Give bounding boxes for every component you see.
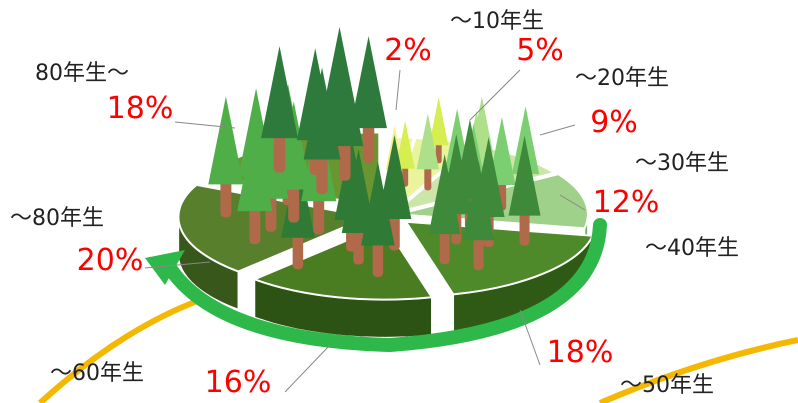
leader-line bbox=[519, 309, 541, 366]
outline-arc bbox=[37, 297, 202, 403]
tree-icon bbox=[350, 36, 387, 163]
tree-icon bbox=[303, 67, 341, 195]
leader-line bbox=[174, 121, 236, 129]
slice-percent-label: 20% bbox=[77, 243, 144, 278]
slice-percent-label: 12% bbox=[593, 185, 660, 220]
slice-category-label: ～30年生 bbox=[635, 151, 729, 176]
tree-icon bbox=[341, 149, 376, 265]
leader-line bbox=[284, 344, 331, 393]
tree-icon bbox=[508, 135, 541, 246]
tree-icon bbox=[326, 54, 364, 181]
leader-line bbox=[539, 124, 576, 136]
slice-category-label: ～20年生 bbox=[575, 66, 669, 91]
slice-category-label: ～80年生 bbox=[10, 206, 104, 231]
leader-line bbox=[395, 69, 401, 111]
slice-percent-label: 18% bbox=[107, 91, 174, 126]
tree-icon bbox=[208, 96, 244, 218]
slice-percent-label: 2% bbox=[384, 33, 432, 68]
leader-line bbox=[469, 69, 521, 121]
slice-category-label: ～60年生 bbox=[50, 361, 144, 386]
outline-arc-right bbox=[598, 337, 798, 403]
leader-line bbox=[144, 261, 211, 269]
slice-category-label: ～50年生 bbox=[620, 373, 714, 398]
tree-icon bbox=[395, 120, 415, 187]
clockwise-arrow-icon bbox=[145, 218, 607, 353]
tree-icon bbox=[361, 161, 395, 278]
tree-icon bbox=[429, 97, 449, 164]
leader-line bbox=[559, 194, 586, 211]
tree-icon bbox=[428, 154, 461, 265]
slice-percent-label: 18% bbox=[547, 335, 614, 370]
tree-icon bbox=[261, 46, 298, 173]
slice-category-label: ～40年生 bbox=[645, 236, 739, 261]
slice-percent-label: 9% bbox=[590, 105, 638, 140]
tree-icon bbox=[416, 113, 440, 191]
slice-percent-label: 5% bbox=[516, 33, 564, 68]
slice-category-label: ～10年生 bbox=[450, 9, 544, 34]
tree-icon bbox=[237, 123, 273, 245]
slice-category-label: 80年生～ bbox=[35, 61, 129, 86]
slice-percent-label: 16% bbox=[205, 365, 272, 400]
tree-icon bbox=[462, 160, 495, 271]
